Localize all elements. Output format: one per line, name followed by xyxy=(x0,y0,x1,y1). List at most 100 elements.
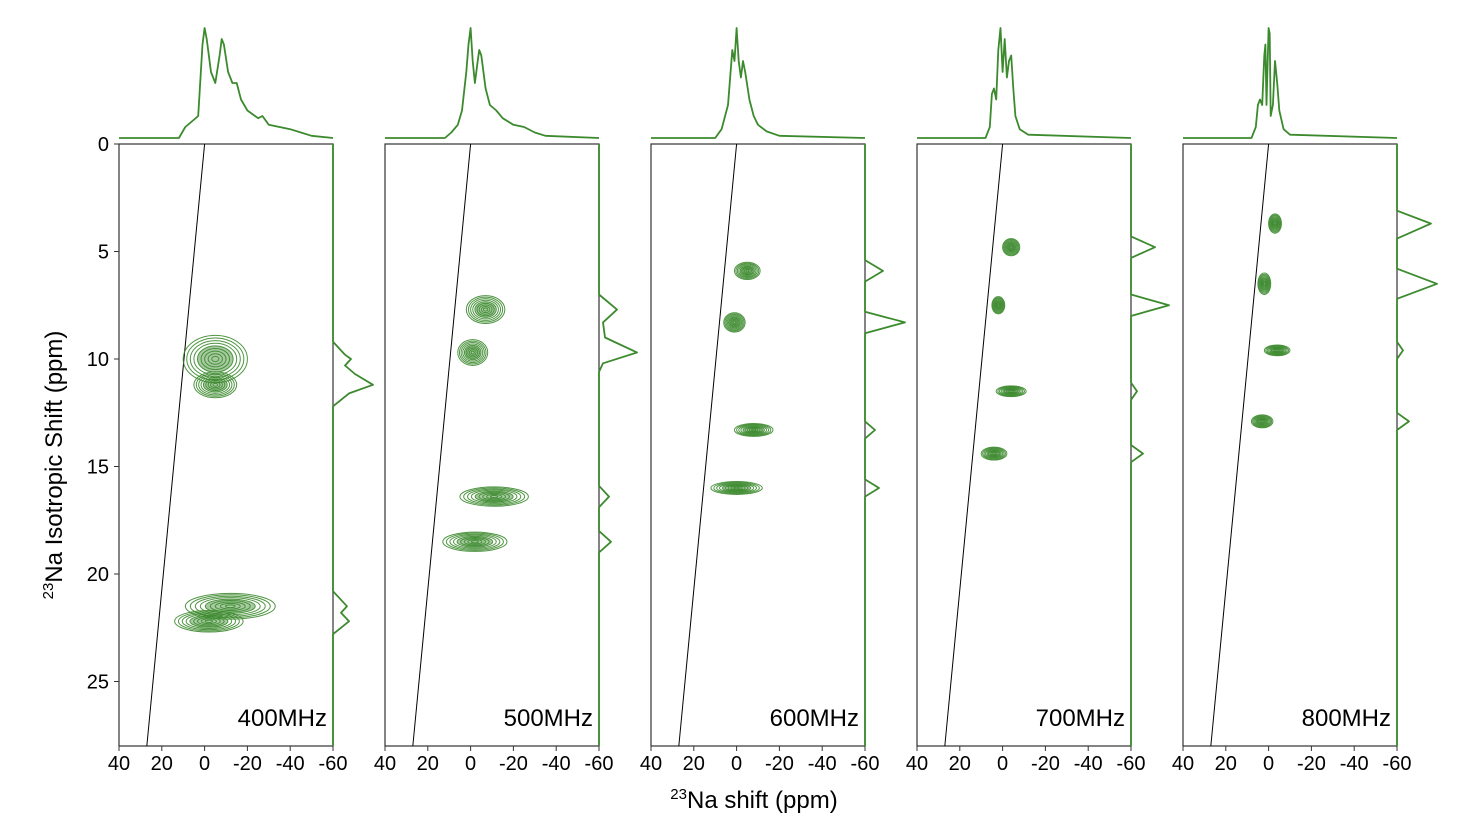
contour-level xyxy=(470,489,518,504)
contour-level xyxy=(1004,388,1019,395)
contour-level xyxy=(1000,387,1022,396)
contour-level xyxy=(462,343,484,362)
contour-level xyxy=(457,339,489,366)
contour-peak xyxy=(710,481,763,495)
contour-level xyxy=(1272,219,1278,228)
contour-core xyxy=(722,484,751,492)
contour-level xyxy=(181,612,237,631)
top-projection xyxy=(119,27,334,139)
x-tick-label: 40 xyxy=(906,753,928,775)
contour-level xyxy=(442,531,508,552)
x-tick-label: 40 xyxy=(640,753,662,775)
contour-level xyxy=(204,350,227,368)
contour-level xyxy=(1270,216,1280,231)
contour-peak xyxy=(733,261,761,280)
x-tick-label: -20 xyxy=(499,753,528,775)
contour-level xyxy=(489,495,499,499)
contour-core xyxy=(994,300,1002,310)
contour-level xyxy=(204,619,214,623)
contour-core xyxy=(190,615,228,628)
contour-level xyxy=(224,604,236,609)
y-tick-label: 10 xyxy=(87,349,109,371)
contour-level xyxy=(1268,346,1287,355)
x-tick-label: -60 xyxy=(1117,753,1146,775)
contour-level xyxy=(452,534,497,549)
contour-level xyxy=(189,594,271,619)
contour-core xyxy=(197,345,233,373)
contour-level xyxy=(1002,238,1021,257)
contour-level xyxy=(995,301,1001,309)
contour-level xyxy=(996,302,1001,308)
contour-level xyxy=(738,424,770,436)
contour-level xyxy=(745,269,750,273)
contour-core xyxy=(203,377,228,392)
contour-level xyxy=(1268,214,1282,233)
contour-level xyxy=(174,610,244,633)
contour-level xyxy=(1273,348,1281,353)
panel-5: 40 20 0 -20 -40 -60 800MHz xyxy=(1172,27,1438,775)
contour-level xyxy=(1002,387,1020,395)
diagonal-line xyxy=(1210,143,1270,747)
contour-level xyxy=(1260,277,1269,291)
contour-level xyxy=(207,380,223,390)
contour-level xyxy=(742,267,753,275)
x-tick-label: 20 xyxy=(417,753,439,775)
contour-level xyxy=(982,447,1006,460)
contour-core xyxy=(474,301,497,318)
contour-level xyxy=(987,450,1001,457)
contour-level xyxy=(470,298,502,321)
contour-level xyxy=(1256,417,1268,425)
contour-level xyxy=(723,312,746,333)
x-tick-label: 0 xyxy=(465,753,476,775)
contour-level xyxy=(731,319,738,326)
contour-level xyxy=(193,371,238,399)
x-tick-label: 40 xyxy=(374,753,396,775)
diagonal-line xyxy=(944,143,1004,747)
contour-level xyxy=(482,492,507,501)
contour-level xyxy=(1258,274,1270,293)
contour-level xyxy=(710,481,763,495)
contour-level xyxy=(1259,419,1266,424)
contour-level xyxy=(1009,245,1013,249)
contour-level xyxy=(721,483,752,493)
contour-level xyxy=(992,297,1005,314)
contour-level xyxy=(1263,344,1291,357)
contour-level xyxy=(744,426,763,434)
contour-level xyxy=(482,307,489,312)
x-tick-label: -60 xyxy=(585,753,614,775)
contour-level xyxy=(480,305,491,314)
contour-level xyxy=(999,386,1024,396)
right-projection xyxy=(1396,144,1438,746)
contour-core xyxy=(740,266,755,276)
panel-frame xyxy=(916,143,1132,747)
panel-1: 40 20 0 -20 -40 -60 400MHz xyxy=(108,27,374,775)
contour-level xyxy=(470,350,475,355)
x-tick-label: -20 xyxy=(1297,753,1326,775)
contour-peak xyxy=(459,486,529,507)
contour-level xyxy=(986,449,1002,458)
contour-level xyxy=(472,299,499,320)
diagonal-line xyxy=(678,143,738,747)
contour-level xyxy=(725,314,744,331)
contour-core xyxy=(1260,277,1268,290)
x-tick-label: 40 xyxy=(1172,753,1194,775)
contour-core xyxy=(986,450,1002,458)
contour-level xyxy=(736,423,772,437)
top-projection xyxy=(917,27,1132,139)
top-projection xyxy=(651,27,866,139)
contour-level xyxy=(177,611,240,632)
contour-level xyxy=(989,450,999,457)
contour-level xyxy=(724,484,749,492)
contour-peak xyxy=(193,371,238,399)
contour-peak xyxy=(991,296,1006,315)
contour-level xyxy=(198,374,233,396)
contour-level xyxy=(1271,218,1279,229)
contour-core xyxy=(1002,388,1020,395)
contour-level xyxy=(195,372,235,397)
panel-label: 400MHz xyxy=(238,705,327,732)
contour-level xyxy=(204,598,256,614)
x-tick-label: 0 xyxy=(997,753,1008,775)
panel-2: 40 20 0 -20 -40 -60 500MHz xyxy=(374,27,638,775)
contour-level xyxy=(728,316,741,329)
contour-level xyxy=(185,613,233,629)
